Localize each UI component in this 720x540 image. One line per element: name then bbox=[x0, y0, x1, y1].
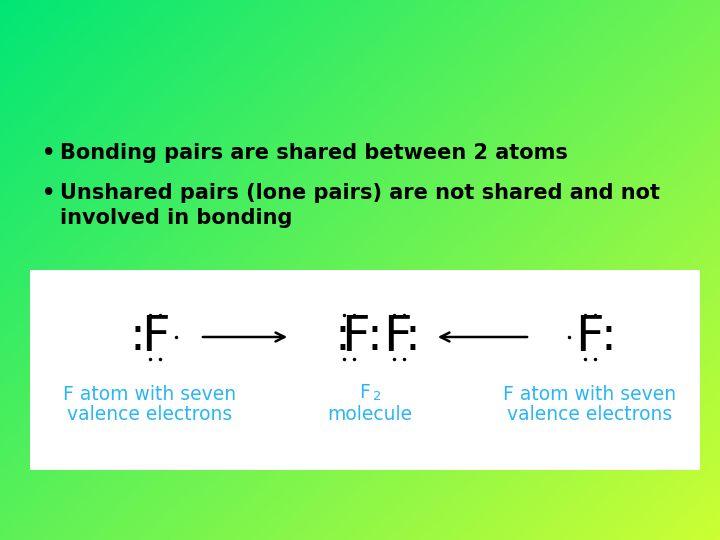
Text: Bonding pairs are shared between 2 atoms: Bonding pairs are shared between 2 atoms bbox=[60, 143, 568, 163]
Text: 2: 2 bbox=[373, 390, 382, 403]
Text: :: : bbox=[334, 314, 350, 360]
Text: valence electrons: valence electrons bbox=[508, 406, 672, 424]
Text: molecule: molecule bbox=[328, 406, 413, 424]
Text: F: F bbox=[359, 382, 370, 402]
Text: valence electrons: valence electrons bbox=[68, 406, 233, 424]
Text: F: F bbox=[341, 313, 370, 361]
Bar bbox=[30, 270, 700, 470]
Text: •: • bbox=[42, 183, 55, 203]
Text: •: • bbox=[42, 143, 55, 163]
Text: :: : bbox=[129, 314, 145, 360]
Text: F: F bbox=[140, 313, 169, 361]
Text: :: : bbox=[600, 314, 616, 360]
Text: involved in bonding: involved in bonding bbox=[60, 208, 292, 228]
Text: F atom with seven: F atom with seven bbox=[503, 386, 677, 404]
Text: F: F bbox=[384, 313, 413, 361]
Text: :: : bbox=[366, 314, 382, 360]
Text: Unshared pairs (lone pairs) are not shared and not: Unshared pairs (lone pairs) are not shar… bbox=[60, 183, 660, 203]
Text: F atom with seven: F atom with seven bbox=[63, 386, 237, 404]
Text: F: F bbox=[575, 313, 604, 361]
Text: :: : bbox=[404, 314, 420, 360]
